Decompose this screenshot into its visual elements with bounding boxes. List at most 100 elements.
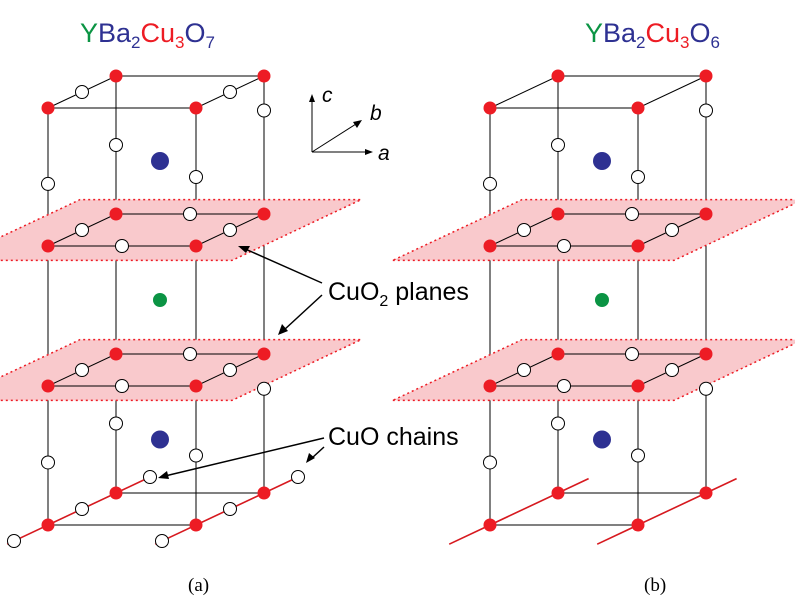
copper-atom (699, 69, 713, 83)
oxygen-atom (631, 170, 645, 184)
axis-triad (309, 94, 373, 155)
copper-atom (109, 347, 123, 361)
cuo-chain-line (448, 477, 589, 545)
copper-atom (189, 518, 203, 532)
barium-atom (593, 152, 611, 170)
oxygen-atom (483, 455, 497, 470)
yttrium-atom (595, 293, 609, 307)
formula-title-a: YBa2Cu3O7 (80, 18, 215, 52)
oxygen-atom (223, 502, 237, 516)
barium-atom (151, 152, 169, 170)
oxygen-atom (183, 207, 197, 221)
formula-cu-sub-b: 3 (680, 33, 689, 52)
formula-y-a: Y (80, 18, 98, 48)
formula-o-sub-a: 7 (206, 33, 215, 52)
copper-atom (257, 207, 271, 221)
formula-ba-sub-b: 2 (636, 33, 645, 52)
b-axis-label: b (370, 102, 382, 125)
copper-atom (483, 101, 497, 115)
oxygen-atom (699, 381, 713, 396)
caption-a: (a) (188, 575, 209, 596)
oxygen-atom (41, 176, 55, 191)
c-axis-label: c (322, 84, 333, 107)
oxygen-atom (257, 381, 271, 396)
chains-arrow-right-head (306, 453, 315, 463)
copper-atom (631, 518, 645, 532)
copper-atom (551, 486, 565, 500)
oxygen-atom (483, 176, 497, 191)
planes-arrow-lower (283, 294, 323, 331)
oxygen-atom (223, 363, 237, 377)
copper-atom (483, 379, 497, 393)
formula-cu-a: Cu (141, 18, 176, 48)
barium-atom (151, 430, 169, 449)
copper-atom (109, 207, 123, 221)
oxygen-atom (699, 103, 713, 118)
oxygen-atom (189, 448, 203, 463)
oxygen-atom (223, 85, 237, 99)
copper-atom (109, 69, 123, 83)
barium-atom (593, 430, 611, 449)
formula-cu-b: Cu (646, 18, 681, 48)
cell-face-top (489, 75, 707, 109)
planes-arrow-upper (242, 247, 323, 284)
oxygen-atom (143, 470, 157, 484)
oxygen-atom (115, 239, 129, 253)
copper-atom (41, 239, 55, 253)
a-axis-arrowhead (365, 149, 373, 155)
formula-o-a: O (185, 18, 206, 48)
oxygen-atom (257, 103, 271, 118)
cuo2-plane (0, 198, 362, 262)
copper-atom (551, 207, 565, 221)
oxygen-atom (631, 448, 645, 463)
formula-ba-a: Ba (98, 18, 132, 48)
oxygen-atom (75, 502, 89, 516)
cuo-chain-line (596, 477, 737, 545)
planes-label-main: CuO (328, 278, 379, 306)
copper-atom (41, 379, 55, 393)
planes-label-sub: 2 (379, 293, 388, 310)
formula-ba-b: Ba (603, 18, 637, 48)
b-axis-arrowhead (353, 120, 362, 128)
copper-atom (699, 347, 713, 361)
formula-o-sub-b: 6 (711, 33, 720, 52)
copper-atom (41, 518, 55, 532)
oxygen-atom (557, 379, 571, 393)
cuo-chains-label: CuO chains (328, 423, 459, 451)
copper-atom (257, 69, 271, 83)
oxygen-atom (625, 347, 639, 361)
oxygen-atom (75, 223, 89, 237)
copper-atom (189, 101, 203, 115)
structure-b (392, 69, 795, 545)
formula-cu-sub-a: 3 (175, 33, 184, 52)
planes-arrow-lower-head (278, 324, 288, 335)
copper-atom (109, 486, 123, 500)
copper-atom (631, 379, 645, 393)
b-axis-line (311, 123, 357, 153)
copper-atom (41, 101, 55, 115)
oxygen-atom (517, 223, 531, 237)
copper-atom (631, 239, 645, 253)
copper-atom (257, 347, 271, 361)
copper-atom (699, 486, 713, 500)
chains-arrow-left-head (158, 471, 169, 479)
oxygen-atom (625, 207, 639, 221)
oxygen-atom (109, 416, 123, 431)
copper-atom (483, 518, 497, 532)
copper-atom (699, 207, 713, 221)
planes-label-rest: planes (388, 278, 469, 306)
oxygen-atom (551, 138, 565, 152)
oxygen-atom (109, 138, 123, 152)
oxygen-atom (75, 363, 89, 377)
chains-arrow-left (164, 437, 325, 477)
cuo2-plane (0, 338, 362, 402)
oxygen-atom (41, 455, 55, 470)
cuo2-planes-label: CuO2 planes (328, 278, 469, 310)
oxygen-atom (665, 363, 679, 377)
cuo2-plane (392, 338, 795, 402)
formula-y-b: Y (585, 18, 603, 48)
oxygen-atom (155, 534, 169, 548)
oxygen-atom (291, 470, 305, 484)
annotation-arrows (158, 246, 325, 479)
yttrium-atom (153, 293, 167, 307)
